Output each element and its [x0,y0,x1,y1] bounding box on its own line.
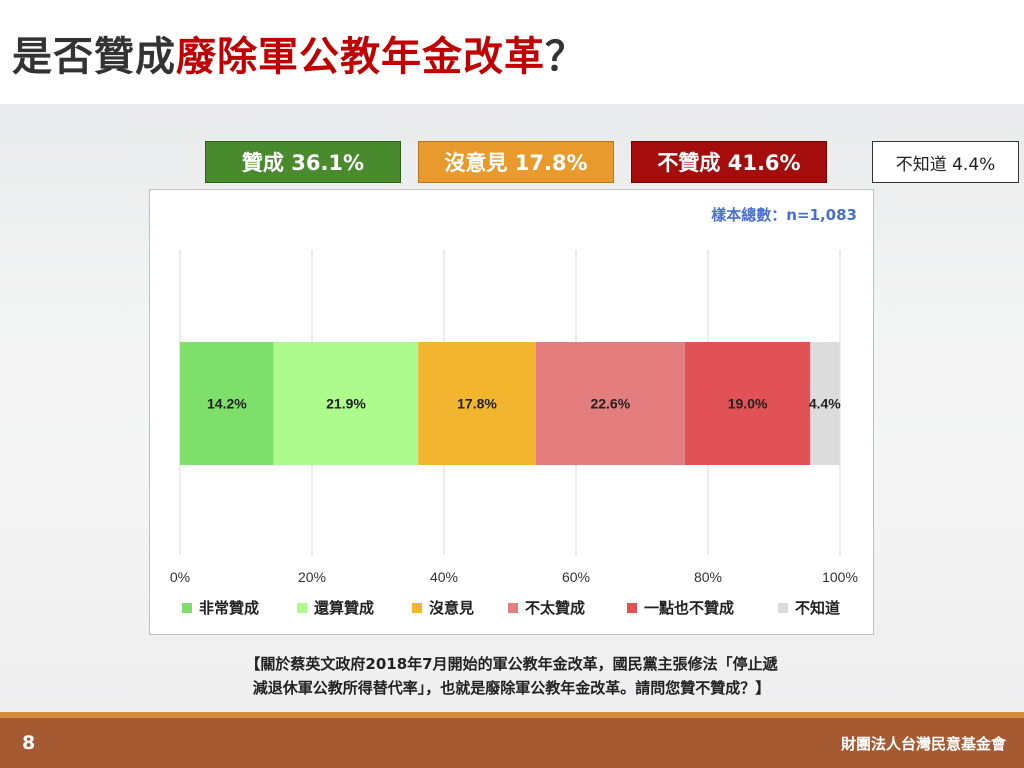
bar-segment [535,342,685,465]
x-tick-label: 60% [562,569,590,585]
legend-label: 不太贊成 [525,599,585,617]
legend-label: 不知道 [795,599,840,617]
legend-swatch [412,603,422,613]
x-tick-label: 80% [694,569,722,585]
legend-swatch [297,603,307,613]
data-label: 19.0% [728,396,768,412]
legend-swatch [182,603,192,613]
title-suffix: ？ [545,34,586,80]
x-tick-label: 20% [298,569,326,585]
bar-segment [180,342,274,465]
page-number: 8 [22,732,36,754]
data-label: 4.4% [809,396,841,412]
question-line-1: 【關於蔡英文政府2018年7月開始的軍公教年金改革，國民黨主張修法「停止遞 [245,655,778,673]
bar-segment [418,342,536,465]
sample-size-label: 樣本總數：n=1,083 [711,206,857,224]
title-prefix: 是否贊成 [12,34,176,80]
bar-segment [810,342,840,465]
summary-agree-box: 贊成 36.1% [205,141,401,183]
question-text: 【關於蔡英文政府2018年7月開始的軍公教年金改革，國民黨主張修法「停止遞 減退… [149,652,874,700]
chart-panel: 樣本總數：n=1,083 0% 20% 40% 60% 80% 100% 14.2% 21.9… [149,189,874,635]
legend-label: 非常贊成 [199,599,259,617]
legend-label: 一點也不贊成 [644,599,734,617]
legend-label: 沒意見 [429,599,474,617]
footer-bar: 8 財團法人台灣民意基金會 [0,718,1024,768]
bar-segment [273,342,419,465]
data-label: 21.9% [326,396,366,412]
bar-segment [684,342,811,465]
organization-name: 財團法人台灣民意基金會 [840,735,1006,753]
footer-stripe [0,712,1024,718]
summary-disagree-box: 不贊成 41.6% [631,141,827,183]
stacked-bar-chart: 0% 20% 40% 60% 80% 100% 14.2% 21.9% 17.8% 22.6% 19… [170,250,858,617]
x-tick-label: 40% [430,569,458,585]
x-tick-label: 0% [170,569,190,585]
summary-unknown-box: 不知道 4.4% [872,141,1019,183]
title-bar: 是否贊成廢除軍公教年金改革？ [0,0,1024,104]
data-label: 14.2% [207,396,247,412]
x-tick-label: 100% [822,569,858,585]
title-highlight: 廢除軍公教年金改革 [176,34,545,80]
page-title: 是否贊成廢除軍公教年金改革？ [12,24,586,82]
legend-label: 還算贊成 [314,599,374,617]
data-label: 17.8% [457,396,497,412]
legend-swatch [627,603,637,613]
legend-swatch [508,603,518,613]
legend-swatch [778,603,788,613]
question-line-2: 減退休軍公教所得替代率」，也就是廢除軍公教年金改革。請問您贊不贊成？】 [252,679,771,697]
data-label: 22.6% [590,396,630,412]
summary-neutral-box: 沒意見 17.8% [418,141,614,183]
